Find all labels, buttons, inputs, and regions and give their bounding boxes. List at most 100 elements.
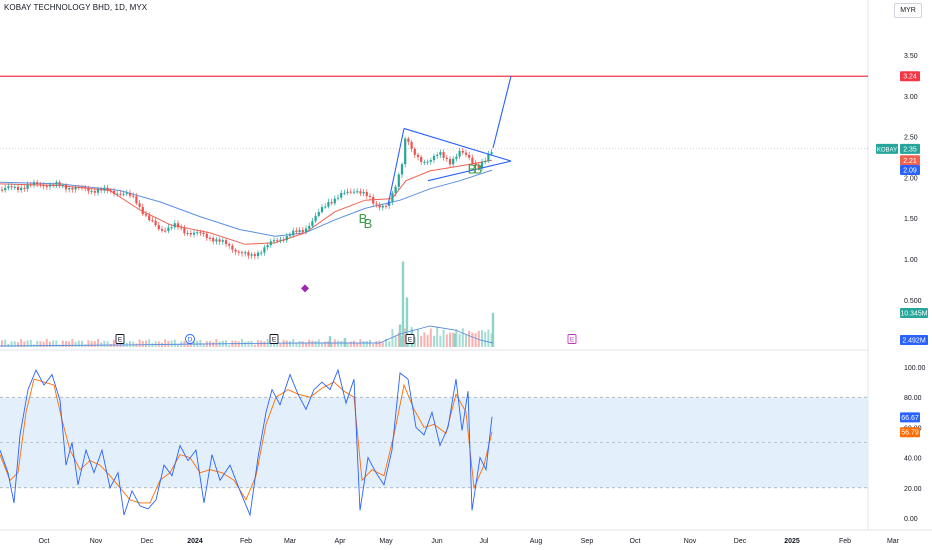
candle-body xyxy=(384,205,388,207)
candle-body xyxy=(144,214,148,216)
candle-body xyxy=(388,201,391,206)
price-label-box xyxy=(900,165,920,176)
volume-bar xyxy=(365,340,368,347)
candle-body xyxy=(394,186,397,193)
price-tick-label: 1.00 xyxy=(904,257,918,264)
volume-bar xyxy=(369,339,371,347)
volume-label-box xyxy=(900,335,928,345)
volume-bar xyxy=(346,343,349,347)
volume-bar xyxy=(74,341,77,347)
candle-body xyxy=(61,184,64,186)
symbol-tag-label: KOBAY xyxy=(877,147,897,153)
candle-body xyxy=(29,184,32,186)
candle-body xyxy=(183,227,186,234)
price-label-box xyxy=(900,155,920,166)
volume-bar xyxy=(212,341,215,347)
candle-body xyxy=(346,191,349,193)
candle-body xyxy=(423,161,426,163)
candle-body xyxy=(221,240,224,242)
time-tick-label: Nov xyxy=(684,538,697,545)
dividend-marker-icon xyxy=(301,284,309,293)
volume-bar xyxy=(71,339,74,347)
dividend-event-icon xyxy=(185,334,195,344)
volume-bar xyxy=(65,341,67,347)
candle-body xyxy=(308,226,311,229)
volume-bar xyxy=(381,342,384,347)
volume-bar xyxy=(199,339,202,347)
candle-body xyxy=(461,150,464,153)
candle-body xyxy=(263,247,266,253)
time-tick-label: Oct xyxy=(39,538,50,545)
candle-body xyxy=(218,239,221,242)
candle-body xyxy=(429,160,432,162)
rsi-tick-label: 0.00 xyxy=(904,516,918,523)
volume-bar xyxy=(439,335,442,347)
volume-spike-bar xyxy=(405,297,409,347)
price-tick-label: 3.50 xyxy=(904,53,918,60)
volume-bar xyxy=(241,339,243,347)
candle-body xyxy=(55,182,58,185)
volume-label-volume-ma: 2.492M xyxy=(902,338,926,345)
volume-bar xyxy=(173,339,176,347)
candle-body xyxy=(464,152,468,155)
volume-bar xyxy=(305,343,307,347)
moving-average-blue xyxy=(0,169,493,237)
volume-bar xyxy=(356,342,359,347)
volume-bar xyxy=(423,332,426,347)
volume-spike-bar xyxy=(453,333,457,347)
candle-body xyxy=(324,206,327,208)
candle-body xyxy=(234,249,237,252)
candle-body xyxy=(215,239,218,242)
candle-body xyxy=(314,215,317,222)
volume-bar xyxy=(404,328,407,347)
candle-body xyxy=(490,152,493,155)
candle-body xyxy=(192,232,196,235)
moving-average-red xyxy=(0,159,493,245)
candle-body xyxy=(468,154,471,158)
volume-moving-average xyxy=(0,325,494,347)
candle-body xyxy=(295,230,298,233)
volume-bar xyxy=(154,341,157,347)
volume-bar xyxy=(353,340,355,347)
candle-body xyxy=(343,192,346,194)
volume-bar xyxy=(45,339,48,347)
candle-body xyxy=(426,161,429,163)
time-tick-label: Nov xyxy=(90,538,103,545)
candle-body xyxy=(298,230,301,233)
volume-bar xyxy=(372,344,375,347)
earnings-event-icon xyxy=(405,334,415,344)
volume-bar xyxy=(77,340,80,347)
volume-bar xyxy=(362,340,365,347)
volume-bar xyxy=(39,341,42,347)
volume-bar xyxy=(129,340,131,347)
candle-body xyxy=(397,174,400,187)
volume-bar xyxy=(90,340,93,347)
volume-bar xyxy=(420,335,423,347)
candle-body xyxy=(170,227,173,229)
volume-bar xyxy=(1,340,3,347)
buy-signal-label: B xyxy=(364,216,373,231)
candle-body xyxy=(119,193,122,195)
event-marker-label: D xyxy=(188,337,193,344)
volume-label-box xyxy=(900,308,928,318)
candle-body xyxy=(404,138,407,165)
price-label-ma-red: 2.21 xyxy=(903,158,917,165)
volume-bar xyxy=(164,339,167,347)
candle-body xyxy=(173,223,176,228)
candle-body xyxy=(122,193,125,195)
candle-body xyxy=(378,204,381,208)
volume-bar xyxy=(471,332,474,347)
volume-bar xyxy=(186,342,189,347)
candle-body xyxy=(23,187,26,189)
rsi-label-box xyxy=(900,412,920,423)
candle-body xyxy=(90,190,93,192)
candle-body xyxy=(10,186,13,188)
event-marker-label: E xyxy=(272,337,277,344)
volume-bar xyxy=(170,340,173,347)
currency-button[interactable]: MYR xyxy=(894,3,922,18)
time-tick-label: 2024 xyxy=(187,538,203,545)
candle-body xyxy=(333,198,336,204)
volume-bar xyxy=(148,339,151,347)
volume-bar xyxy=(116,340,119,347)
